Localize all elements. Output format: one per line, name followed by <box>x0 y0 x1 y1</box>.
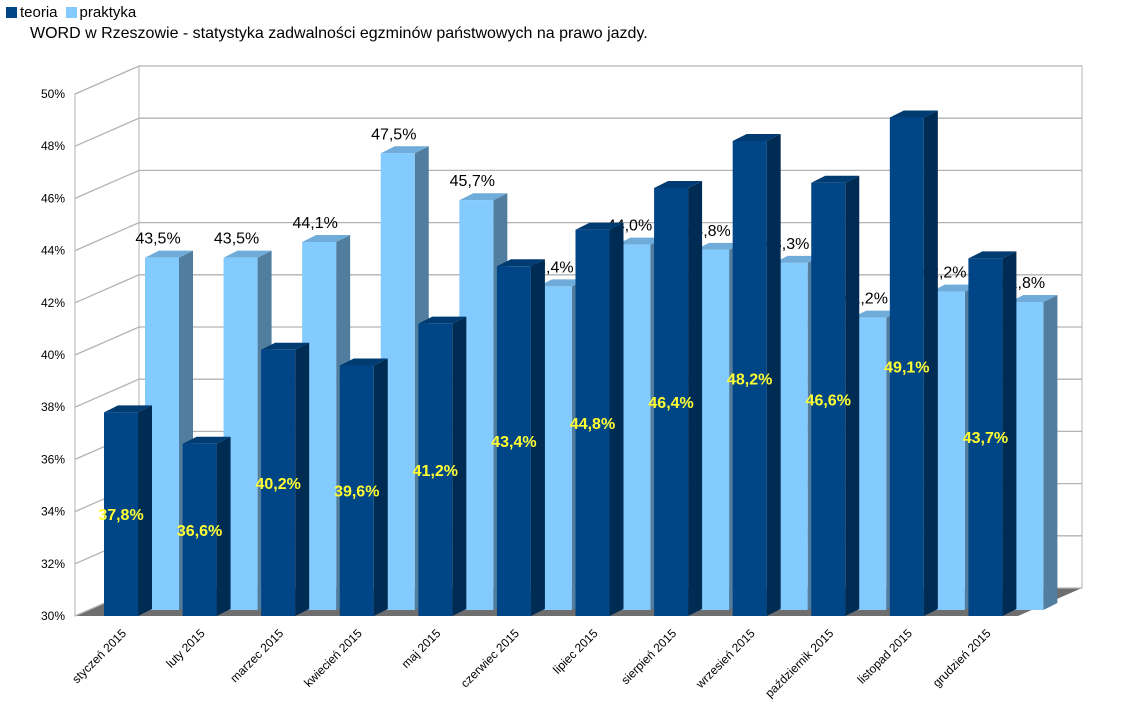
data-label-teoria: 43,7% <box>963 430 1008 447</box>
x-tick-label: czerwiec 2015 <box>458 626 522 690</box>
x-tick-label: listopad 2015 <box>855 626 916 687</box>
x-tick-label: maj 2015 <box>399 626 444 671</box>
gridline <box>74 65 1082 95</box>
bar-teoria <box>575 222 624 616</box>
bar-teoria <box>261 342 310 616</box>
data-label-teoria: 46,6% <box>806 392 851 409</box>
legend-label-praktyka: praktyka <box>79 4 137 21</box>
legend: teoria praktyka <box>6 4 144 21</box>
legend-label-teoria: teoria <box>20 4 58 21</box>
x-tick-label: grudzień 2015 <box>930 626 994 690</box>
bar-teoria <box>968 251 1017 616</box>
y-tick-label: 46% <box>41 191 65 205</box>
y-tick-label: 32% <box>41 557 65 571</box>
y-tick-label: 36% <box>41 452 65 466</box>
y-tick-label: 38% <box>41 400 65 414</box>
y-tick-label: 48% <box>41 139 65 153</box>
data-label-teoria: 39,6% <box>334 484 379 501</box>
y-tick-label: 50% <box>41 87 65 101</box>
bar-teoria <box>889 110 938 617</box>
data-label-teoria: 43,4% <box>491 434 536 451</box>
data-label-praktyka: 44,1% <box>292 215 337 232</box>
chart-title: WORD w Rzeszowie - statystyka zadwalnośc… <box>30 25 648 42</box>
x-tick-label: luty 2015 <box>163 626 208 671</box>
gridline <box>74 117 1082 147</box>
data-label-teoria: 46,4% <box>648 395 693 412</box>
x-tick-label: październik 2015 <box>762 626 836 700</box>
y-tick-label: 42% <box>41 296 65 310</box>
data-label-praktyka: 45,7% <box>450 173 495 190</box>
legend-swatch-teoria <box>6 7 17 18</box>
data-label-praktyka: 43,5% <box>214 231 259 248</box>
data-label-teoria: 48,2% <box>727 371 772 388</box>
bar-teoria <box>732 133 781 617</box>
data-label-teoria: 49,1% <box>884 360 929 377</box>
bar-teoria <box>418 316 467 616</box>
legend-swatch-praktyka <box>65 7 77 18</box>
legend-item-teoria: teoria <box>6 4 58 21</box>
bar-teoria <box>654 180 703 616</box>
data-label-teoria: 41,2% <box>413 463 458 480</box>
data-label-praktyka: 43,5% <box>135 231 180 248</box>
data-label-teoria: 36,6% <box>177 523 222 540</box>
bar-praktyka <box>1009 295 1058 610</box>
data-label-teoria: 44,8% <box>570 416 615 433</box>
y-tick-label: 30% <box>41 609 65 623</box>
data-label-praktyka: 47,5% <box>371 126 416 143</box>
y-tick-label: 44% <box>41 244 65 258</box>
x-tick-label: sierpień 2015 <box>618 626 679 687</box>
data-label-teoria: 40,2% <box>255 476 300 493</box>
data-label-teoria: 37,8% <box>98 507 143 524</box>
x-tick-label: styczeń 2015 <box>69 626 129 686</box>
bar-teoria <box>339 358 388 616</box>
x-tick-label: wrzesień 2015 <box>692 626 758 692</box>
bar-teoria <box>182 436 231 616</box>
y-tick-label: 34% <box>41 505 65 519</box>
x-tick-label: marzec 2015 <box>227 626 286 685</box>
y-tick-label: 40% <box>41 348 65 362</box>
legend-item-praktyka: praktyka <box>65 4 137 21</box>
bar-teoria <box>104 405 152 616</box>
x-tick-label: kwiecień 2015 <box>301 626 365 690</box>
bar-teoria <box>496 259 545 616</box>
bar-teoria <box>811 175 860 617</box>
x-tick-label: lipiec 2015 <box>550 626 601 677</box>
